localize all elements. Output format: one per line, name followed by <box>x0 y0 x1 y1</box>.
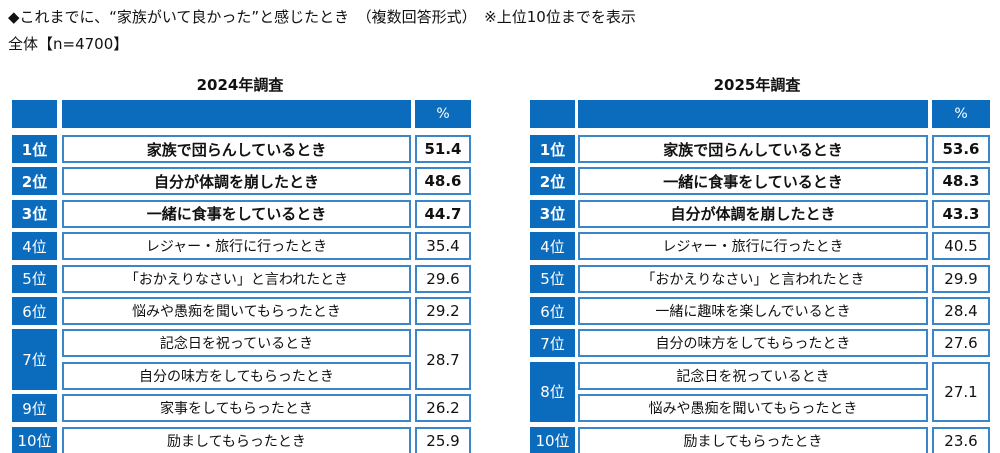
item-label: 自分が体調を崩したとき <box>62 167 411 196</box>
percent-value: 27.1 <box>932 361 990 423</box>
item-label: レジャー・旅行に行ったとき <box>578 232 928 261</box>
percent-value: 29.2 <box>415 297 471 325</box>
percent-value: 53.6 <box>932 135 990 163</box>
rank-label: 4位 <box>530 232 575 261</box>
rank-label: 1位 <box>530 135 575 163</box>
percent-value: 28.4 <box>932 297 990 325</box>
item-label: 自分の味方をしてもらったとき <box>578 329 928 358</box>
item-label: 記念日を祝っているとき <box>62 329 411 358</box>
rank-label: 4位 <box>12 232 57 261</box>
percent-value: 48.3 <box>932 167 990 196</box>
rank-label: 3位 <box>530 199 575 228</box>
header-item-cell <box>578 100 928 128</box>
item-label: 「おかえりなさい」と言われたとき <box>62 264 411 293</box>
header-item-cell <box>62 100 411 128</box>
item-label: 家族で団らんしているとき <box>62 135 411 163</box>
rank-label: 3位 <box>12 199 57 228</box>
item-label: 一緒に食事をしているとき <box>62 199 411 228</box>
table-title: 2025年調査 <box>713 76 801 94</box>
percent-value: 29.6 <box>415 264 471 293</box>
percent-value: 27.6 <box>932 329 990 358</box>
header-rank-cell <box>530 100 575 128</box>
rank-label: 7位 <box>12 329 57 390</box>
rank-label: 5位 <box>530 264 575 293</box>
rank-label: 10位 <box>530 426 575 453</box>
item-label: 一緒に食事をしているとき <box>578 167 928 196</box>
percent-value: 43.3 <box>932 199 990 228</box>
percent-value: 48.6 <box>415 167 471 196</box>
item-label: 励ましてもらったとき <box>578 426 928 453</box>
sample-size: 全体【n=4700】 <box>8 35 129 53</box>
rank-label: 2位 <box>12 167 57 196</box>
rank-label: 6位 <box>530 297 575 325</box>
item-label: 記念日を祝っているとき <box>578 361 928 390</box>
rank-label: 9位 <box>12 394 57 423</box>
item-label: 悩みや愚痴を聞いてもらったとき <box>578 394 928 423</box>
item-label: 励ましてもらったとき <box>62 426 411 453</box>
percent-value: 51.4 <box>415 135 471 163</box>
rank-label: 6位 <box>12 297 57 325</box>
percent-value: 25.9 <box>415 426 471 453</box>
percent-value: 29.9 <box>932 264 990 293</box>
survey-question: ◆これまでに、“家族がいて良かった”と感じたとき （複数回答形式） ※上位10位… <box>8 8 636 26</box>
item-label: 家事をしてもらったとき <box>62 394 411 423</box>
rank-label: 8位 <box>530 361 575 423</box>
header-percent-cell: % <box>932 100 990 128</box>
item-label: 家族で団らんしているとき <box>578 135 928 163</box>
item-label: 自分の味方をしてもらったとき <box>62 361 411 390</box>
rank-label: 5位 <box>12 264 57 293</box>
header-percent-cell: % <box>415 100 471 128</box>
percent-value: 23.6 <box>932 426 990 453</box>
percent-value: 35.4 <box>415 232 471 261</box>
rank-label: 1位 <box>12 135 57 163</box>
percent-value: 40.5 <box>932 232 990 261</box>
percent-value: 26.2 <box>415 394 471 423</box>
percent-value: 44.7 <box>415 199 471 228</box>
rank-label: 7位 <box>530 329 575 358</box>
item-label: 「おかえりなさい」と言われたとき <box>578 264 928 293</box>
header-rank-cell <box>12 100 57 128</box>
item-label: 一緒に趣味を楽しんでいるとき <box>578 297 928 325</box>
item-label: 自分が体調を崩したとき <box>578 199 928 228</box>
table-title: 2024年調査 <box>196 76 284 94</box>
item-label: レジャー・旅行に行ったとき <box>62 232 411 261</box>
item-label: 悩みや愚痴を聞いてもらったとき <box>62 297 411 325</box>
rank-label: 10位 <box>12 426 57 453</box>
rank-label: 2位 <box>530 167 575 196</box>
percent-value: 28.7 <box>415 329 471 390</box>
